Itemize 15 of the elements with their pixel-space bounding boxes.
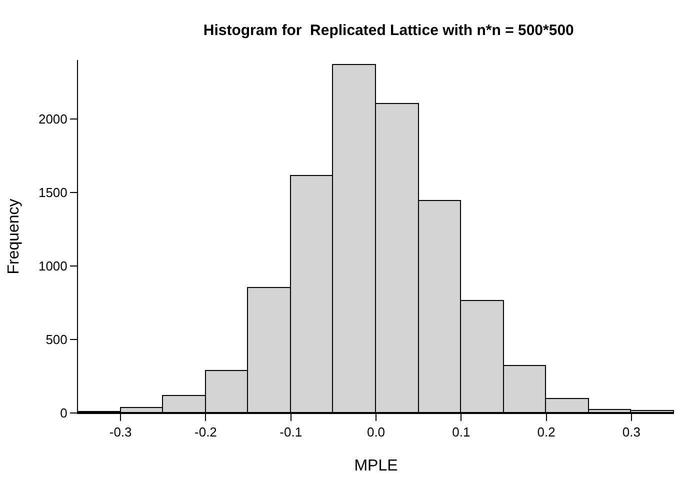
- y-tick-label: 1500: [38, 184, 68, 200]
- y-tick-label: 1000: [38, 258, 68, 274]
- x-tick-label: 0.3: [622, 424, 640, 440]
- y-tick-label: 500: [46, 332, 68, 348]
- x-tick-label: 0.0: [366, 424, 386, 440]
- x-axis-title: MPLE: [354, 457, 398, 474]
- y-axis-title: Frequency: [5, 198, 22, 274]
- y-tick-label: 0: [60, 406, 68, 421]
- chart-title: Histogram for Replicated Lattice with n*n = 500*500: [203, 22, 574, 40]
- y-tick-label: 2000: [38, 111, 68, 126]
- x-tick-label: 0.1: [452, 424, 470, 440]
- x-tick-label: -0.2: [194, 424, 217, 440]
- x-tick-label: 0.2: [537, 424, 556, 440]
- x-tick-label: -0.3: [109, 424, 132, 440]
- x-tick-label: -0.1: [280, 424, 302, 440]
